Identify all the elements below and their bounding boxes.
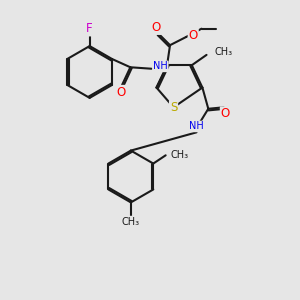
Text: NH: NH <box>189 122 204 131</box>
Text: CH₃: CH₃ <box>215 47 233 57</box>
Text: S: S <box>170 101 177 114</box>
Text: NH: NH <box>153 61 168 71</box>
Text: O: O <box>152 21 161 34</box>
Text: O: O <box>221 107 230 120</box>
Text: F: F <box>86 22 93 35</box>
Text: O: O <box>116 86 125 99</box>
Text: O: O <box>189 29 198 42</box>
Text: CH₃: CH₃ <box>122 217 140 226</box>
Text: CH₃: CH₃ <box>170 150 188 160</box>
